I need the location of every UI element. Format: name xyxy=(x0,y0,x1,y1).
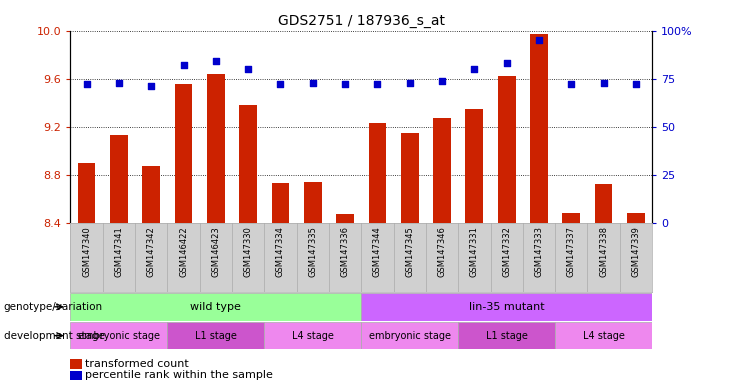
Bar xyxy=(78,163,96,223)
Bar xyxy=(336,214,354,223)
Point xyxy=(565,81,577,88)
Text: GSM147335: GSM147335 xyxy=(308,226,317,277)
Point xyxy=(178,62,190,68)
Text: L4 stage: L4 stage xyxy=(582,331,625,341)
Bar xyxy=(401,133,419,223)
Point xyxy=(404,79,416,86)
Text: wild type: wild type xyxy=(190,302,242,312)
Text: GSM146422: GSM146422 xyxy=(179,226,188,277)
Point xyxy=(242,66,254,72)
Text: GSM147339: GSM147339 xyxy=(631,226,640,277)
Text: development stage: development stage xyxy=(4,331,104,341)
Point xyxy=(630,81,642,88)
Bar xyxy=(167,322,265,349)
Bar xyxy=(362,293,652,321)
Bar xyxy=(458,322,555,349)
Text: embryonic stage: embryonic stage xyxy=(369,331,451,341)
Text: GSM147346: GSM147346 xyxy=(437,226,447,277)
Bar xyxy=(110,135,127,223)
Bar xyxy=(595,184,613,223)
Bar xyxy=(142,166,160,223)
Text: GSM147330: GSM147330 xyxy=(244,226,253,277)
Bar xyxy=(627,213,645,223)
Bar xyxy=(498,76,516,223)
Text: GSM147336: GSM147336 xyxy=(341,226,350,277)
Point xyxy=(210,58,222,65)
Point xyxy=(533,37,545,43)
Point xyxy=(339,81,351,88)
Text: L1 stage: L1 stage xyxy=(195,331,237,341)
Text: L1 stage: L1 stage xyxy=(485,331,528,341)
Bar xyxy=(271,183,289,223)
Bar xyxy=(304,182,322,223)
Bar xyxy=(433,118,451,223)
Bar xyxy=(368,123,386,223)
Point xyxy=(274,81,286,88)
Text: GSM147338: GSM147338 xyxy=(599,226,608,277)
Bar xyxy=(555,322,652,349)
Text: embryonic stage: embryonic stage xyxy=(78,331,160,341)
Point xyxy=(501,60,513,66)
Text: GSM147340: GSM147340 xyxy=(82,226,91,277)
Bar xyxy=(175,84,193,223)
Text: GSM147345: GSM147345 xyxy=(405,226,414,277)
Text: lin-35 mutant: lin-35 mutant xyxy=(469,302,545,312)
Title: GDS2751 / 187936_s_at: GDS2751 / 187936_s_at xyxy=(278,14,445,28)
Bar xyxy=(70,322,167,349)
Bar xyxy=(70,371,82,380)
Text: GSM147337: GSM147337 xyxy=(567,226,576,277)
Text: GSM147334: GSM147334 xyxy=(276,226,285,277)
Point xyxy=(307,79,319,86)
Text: percentile rank within the sample: percentile rank within the sample xyxy=(85,370,273,380)
Point xyxy=(113,79,124,86)
Text: L4 stage: L4 stage xyxy=(292,331,333,341)
Text: transformed count: transformed count xyxy=(85,359,189,369)
Text: GSM147341: GSM147341 xyxy=(114,226,123,277)
Bar xyxy=(530,34,548,223)
Bar xyxy=(465,109,483,223)
Text: GSM147331: GSM147331 xyxy=(470,226,479,277)
Text: GSM146423: GSM146423 xyxy=(211,226,220,277)
Text: GSM147342: GSM147342 xyxy=(147,226,156,277)
Bar xyxy=(562,213,580,223)
Text: genotype/variation: genotype/variation xyxy=(4,302,103,312)
Bar xyxy=(70,293,362,321)
Bar xyxy=(70,359,82,369)
Point xyxy=(145,83,157,89)
Point xyxy=(468,66,480,72)
Text: GSM147332: GSM147332 xyxy=(502,226,511,277)
Bar xyxy=(362,322,458,349)
Point xyxy=(81,81,93,88)
Point xyxy=(371,81,383,88)
Text: GSM147344: GSM147344 xyxy=(373,226,382,277)
Point xyxy=(436,78,448,84)
Bar xyxy=(265,322,362,349)
Bar xyxy=(239,105,257,223)
Text: GSM147333: GSM147333 xyxy=(534,226,543,277)
Bar xyxy=(207,74,225,223)
Point xyxy=(598,79,610,86)
